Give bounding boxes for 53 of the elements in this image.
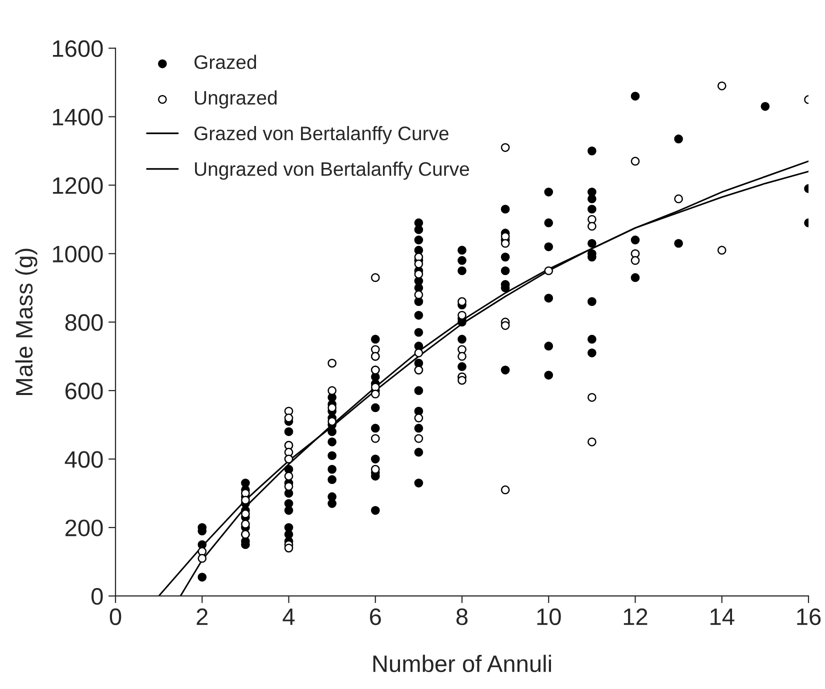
y-axis-title: Male Mass (g) bbox=[15, 248, 38, 395]
point bbox=[284, 414, 294, 422]
point bbox=[458, 376, 466, 385]
x-tick-label: 10 bbox=[537, 608, 561, 626]
point bbox=[500, 485, 510, 494]
x-tick-label: 14 bbox=[710, 608, 734, 625]
legend-label: Ungrazed von Bertalanffy Curve bbox=[195, 162, 470, 180]
legend-label: Ungrazed bbox=[195, 90, 277, 109]
point bbox=[414, 414, 424, 422]
legend-label: Grazed von Bertalanffy Curve bbox=[194, 126, 448, 144]
y-tick-label: 600 bbox=[66, 382, 103, 400]
point bbox=[500, 321, 510, 330]
legend-label: Grazed bbox=[194, 54, 256, 70]
x-tick-label: 12 bbox=[624, 608, 648, 625]
x-tick-label: 16 bbox=[797, 608, 821, 626]
y-tick-label: 1000 bbox=[52, 246, 103, 262]
point bbox=[500, 238, 510, 248]
x-tick-label: 2 bbox=[196, 608, 208, 625]
point bbox=[370, 390, 380, 398]
x-tick-label: 0 bbox=[110, 608, 122, 626]
point bbox=[717, 246, 726, 255]
point bbox=[588, 392, 596, 402]
point bbox=[630, 156, 640, 166]
point bbox=[198, 554, 207, 563]
point bbox=[370, 273, 380, 282]
y-tick-label: 1400 bbox=[52, 108, 103, 126]
point bbox=[544, 266, 554, 276]
point bbox=[458, 297, 466, 306]
y-tick-label: 1600 bbox=[52, 40, 103, 58]
y-tick-label: 1200 bbox=[52, 177, 103, 194]
point bbox=[328, 358, 336, 368]
point bbox=[414, 259, 424, 268]
point bbox=[588, 222, 596, 231]
point bbox=[630, 256, 640, 265]
x-tick-label: 4 bbox=[282, 608, 295, 625]
point bbox=[674, 194, 683, 204]
y-tick-label: 200 bbox=[65, 520, 103, 536]
x-tick-label: 6 bbox=[370, 608, 381, 626]
point bbox=[284, 472, 294, 481]
point bbox=[500, 143, 510, 152]
point bbox=[370, 434, 380, 443]
y-tick-label: 800 bbox=[65, 314, 103, 331]
y-tick-label: 0 bbox=[91, 588, 103, 605]
y-tick-label: 400 bbox=[64, 451, 103, 468]
x-axis-title: Number of Annuli bbox=[373, 654, 551, 672]
point bbox=[414, 434, 424, 443]
point bbox=[458, 352, 466, 361]
point bbox=[414, 290, 424, 300]
point bbox=[284, 482, 294, 491]
point bbox=[717, 81, 726, 90]
point bbox=[588, 438, 596, 446]
point bbox=[284, 544, 294, 552]
x-tick-label: 8 bbox=[456, 608, 468, 626]
